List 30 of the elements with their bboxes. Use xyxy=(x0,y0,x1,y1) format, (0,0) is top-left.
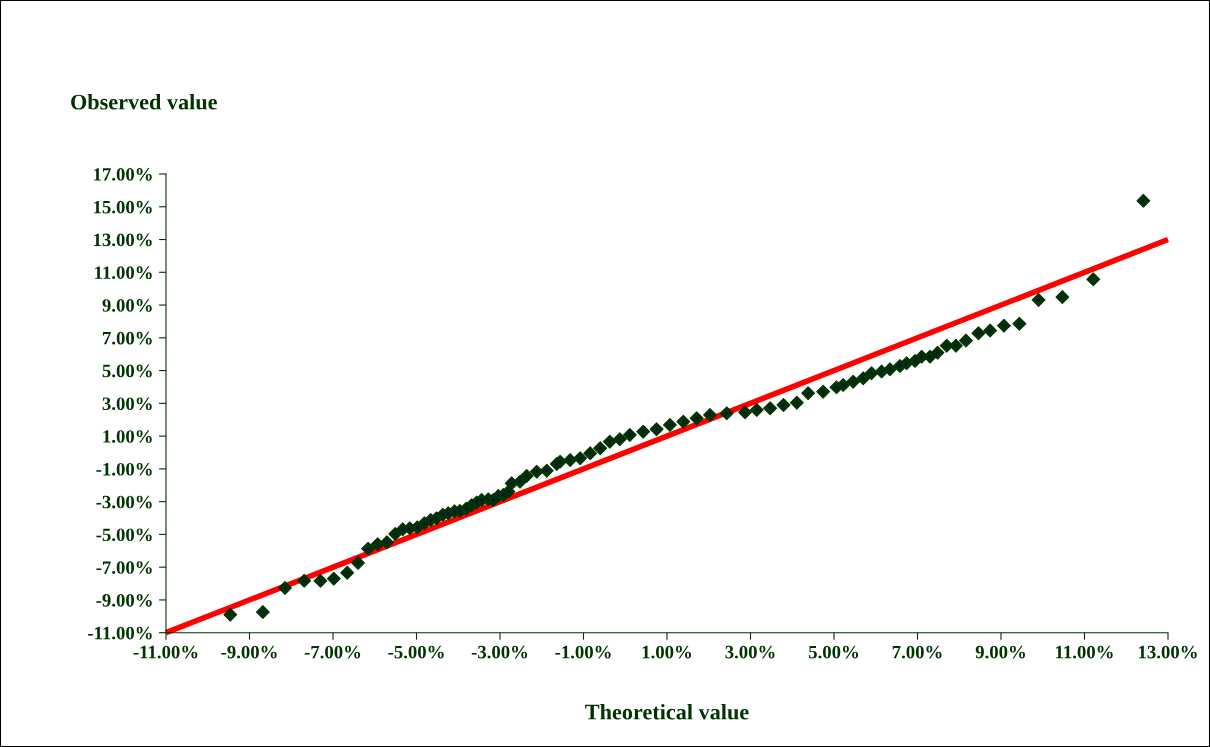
x-tick-label: 3.00% xyxy=(725,645,775,659)
y-tick-label: 11.00% xyxy=(95,266,152,280)
y-tick-label: -9.00% xyxy=(96,593,152,607)
x-tick-label: -11.00% xyxy=(133,645,198,659)
y-tick-label: 13.00% xyxy=(94,233,152,247)
y-tick-label: 17.00% xyxy=(94,168,152,181)
x-tick-label: -9.00% xyxy=(221,645,277,659)
y-tick-label: 7.00% xyxy=(103,331,152,345)
y-tick-label: 9.00% xyxy=(102,299,152,312)
x-tick-label: -1.00% xyxy=(555,645,611,659)
y-axis-title: Observed value xyxy=(71,93,217,110)
y-tick-label: 1.00% xyxy=(103,430,152,443)
x-tick-label: 7.00% xyxy=(892,645,942,659)
x-tick-label: 11.00% xyxy=(1056,645,1113,659)
x-tick-label: -5.00% xyxy=(388,645,444,659)
y-tick-label: 5.00% xyxy=(102,364,152,378)
x-tick-label: -3.00% xyxy=(471,645,528,659)
y-tick-label: -11.00% xyxy=(88,626,152,640)
y-tick-label: -1.00% xyxy=(96,462,152,476)
x-axis-title: Theoretical value xyxy=(585,703,749,720)
y-tick-label: 3.00% xyxy=(102,397,152,411)
x-tick-label: 9.00% xyxy=(975,645,1026,659)
y-tick-label: -5.00% xyxy=(96,528,152,542)
y-tick-label: -7.00% xyxy=(96,561,152,574)
x-tick-label: -7.00% xyxy=(304,645,361,659)
y-tick-label: -3.00% xyxy=(96,495,152,509)
x-tick-label: 1.00% xyxy=(642,645,692,659)
y-tick-label: 15.00% xyxy=(94,200,152,214)
x-tick-label: 13.00% xyxy=(1139,645,1197,659)
x-tick-label: 5.00% xyxy=(808,645,859,659)
